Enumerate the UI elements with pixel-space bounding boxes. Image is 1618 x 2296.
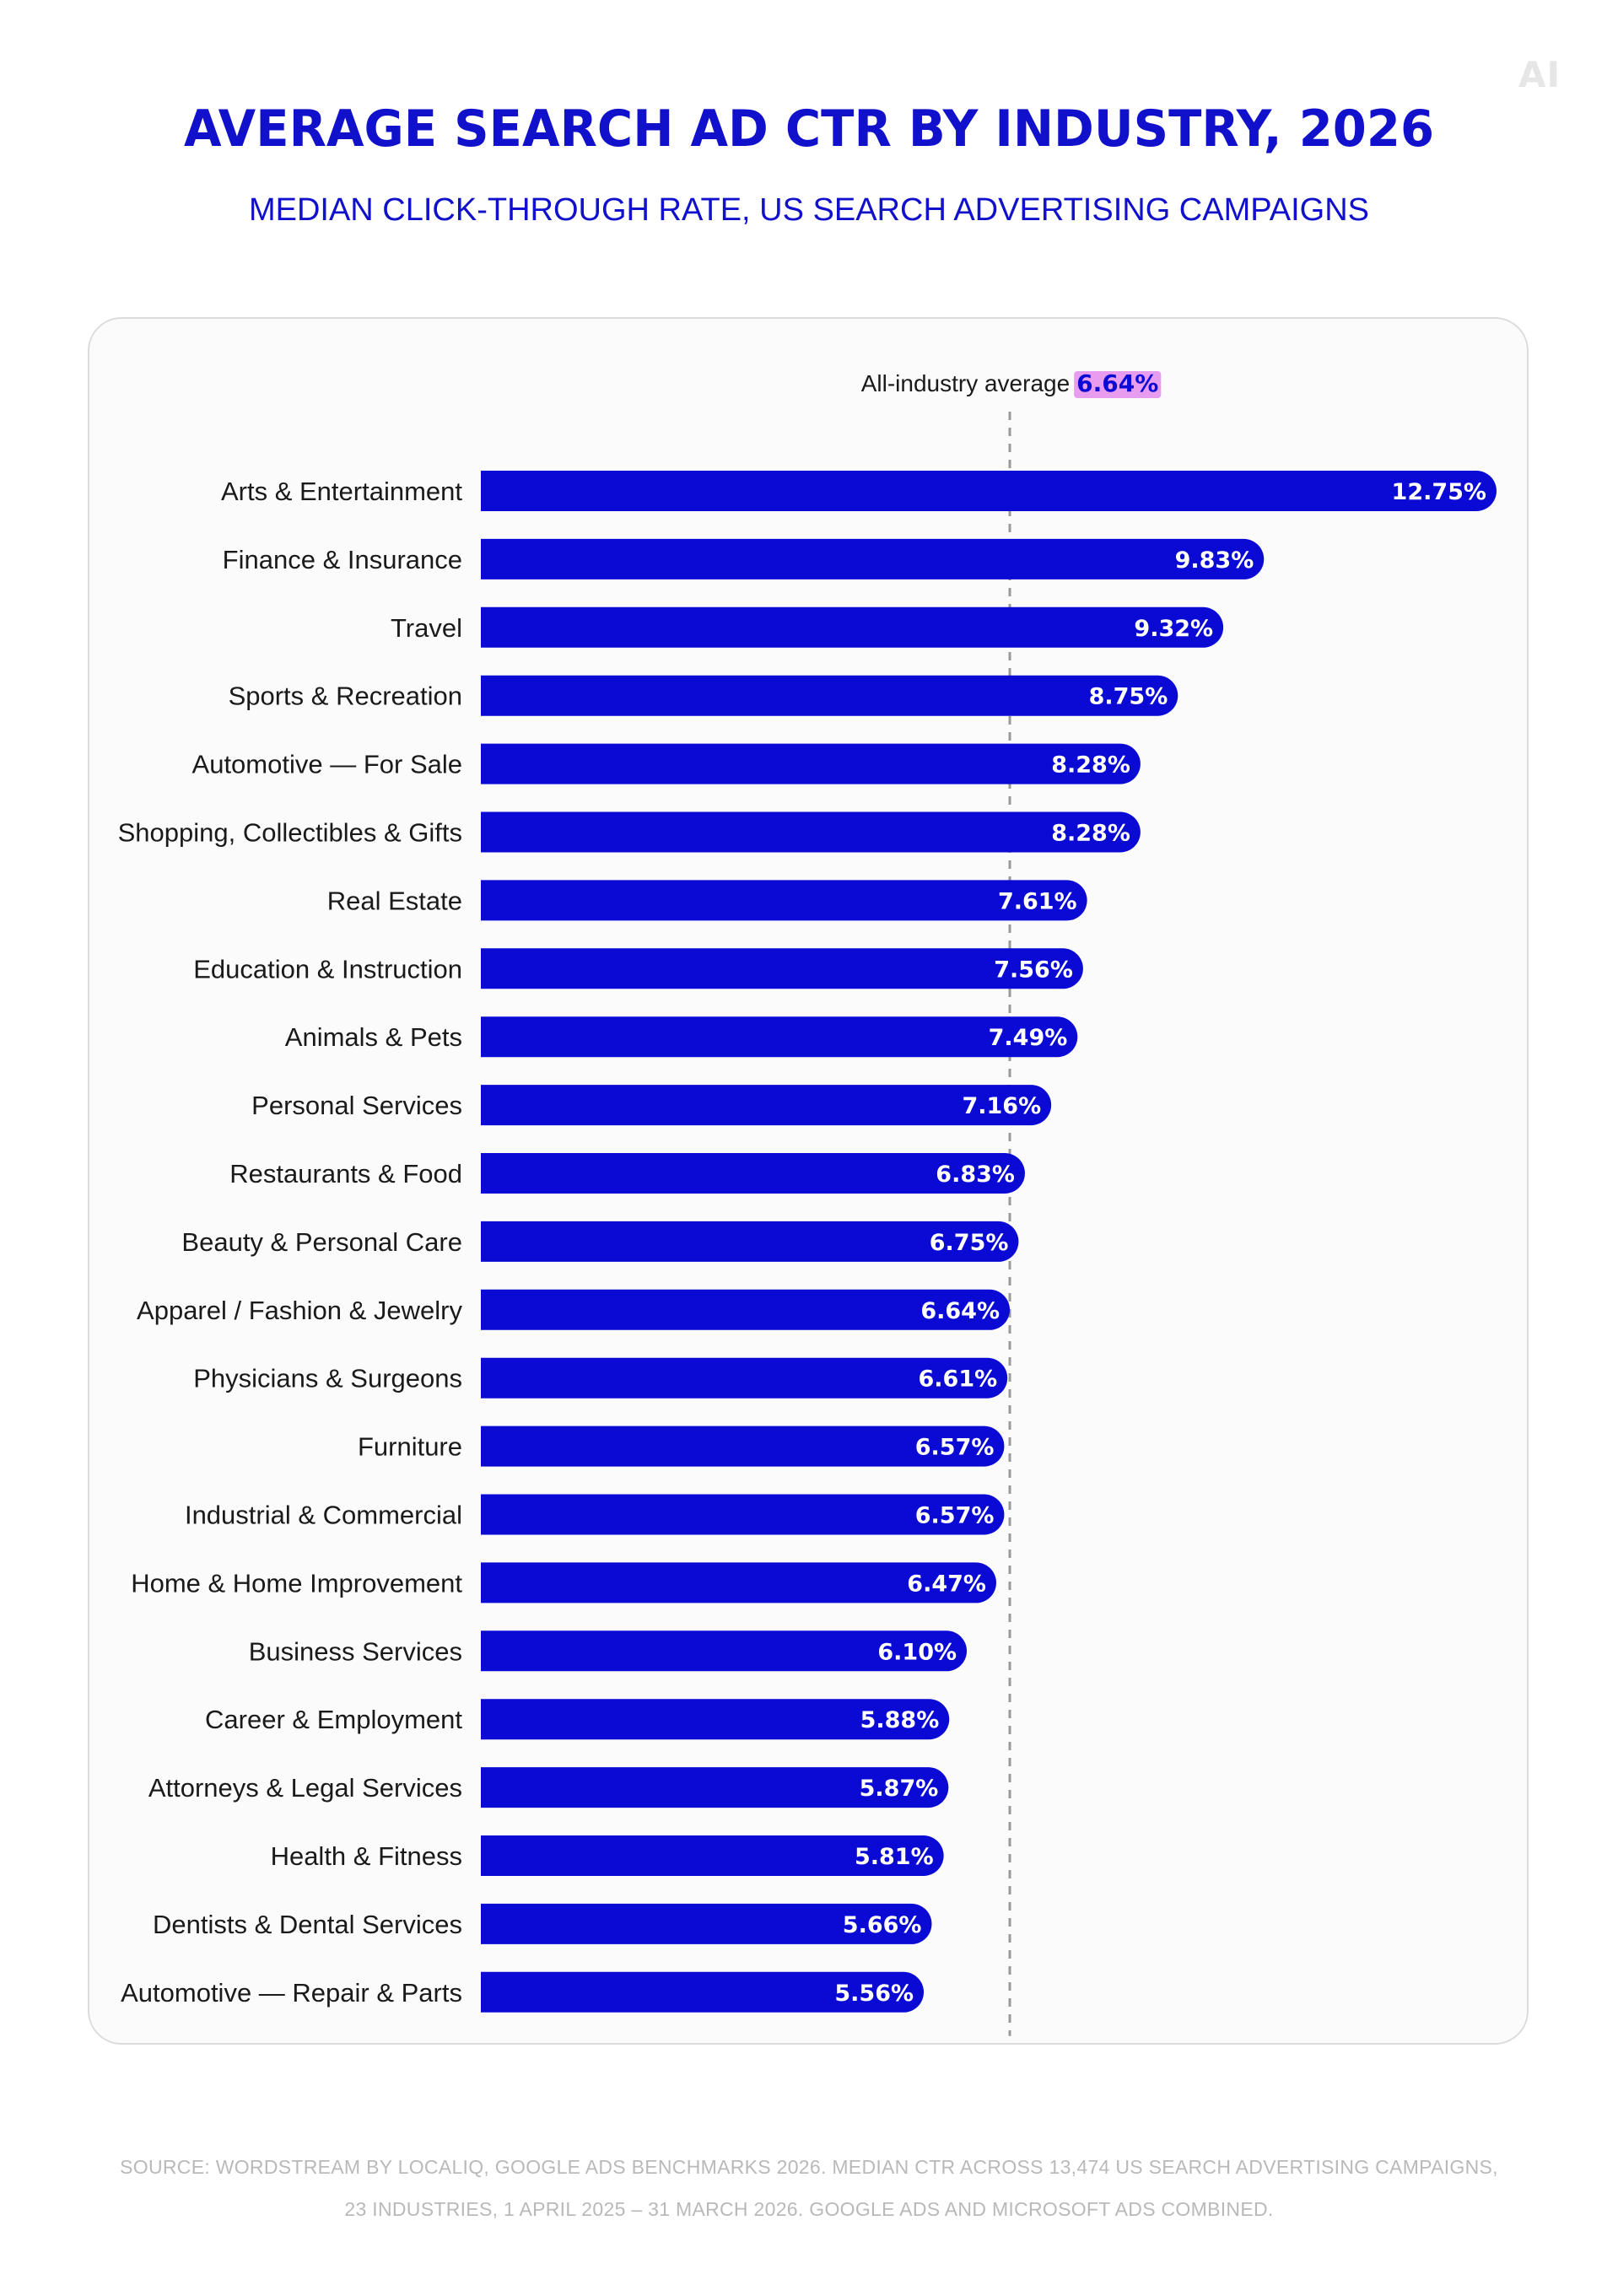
value-label: 5.66% (843, 1912, 922, 1938)
bar (481, 811, 1141, 853)
bar (481, 1562, 996, 1603)
bar (481, 1699, 950, 1740)
bar (481, 1016, 1078, 1058)
category-label: Industrial & Commercial (185, 1501, 462, 1530)
chart-subtitle: MEDIAN CLICK-THROUGH RATE, US SEARCH ADV… (248, 192, 1370, 228)
value-labels-group: 12.75% 9.83% 9.32% 8.75% 8.28% 8.28% 7.61% 7.56… (834, 479, 1486, 2007)
value-label: 9.83% (1175, 547, 1254, 574)
bar (481, 1357, 1008, 1399)
bar (481, 743, 1141, 784)
value-label: 8.75% (1089, 684, 1168, 710)
category-label: Animals & Pets (285, 1022, 462, 1052)
bar (481, 1085, 1052, 1126)
category-label: Restaurants & Food (229, 1159, 462, 1188)
value-label: 5.81% (855, 1844, 934, 1870)
value-label: 6.64% (920, 1298, 1000, 1324)
value-label: 6.75% (930, 1230, 1009, 1256)
bar (481, 471, 1497, 511)
value-label: 5.87% (860, 1776, 939, 1802)
value-label: 7.56% (994, 957, 1073, 983)
value-label: 6.61% (919, 1366, 998, 1393)
value-label: 7.16% (962, 1093, 1041, 1119)
value-label: 12.75% (1392, 479, 1486, 505)
category-label: Shopping, Collectibles & Gifts (118, 818, 462, 848)
category-label: Furniture (358, 1432, 462, 1462)
reference-line-group: All-industry average 6.64% (861, 369, 1162, 2036)
average-value-highlight (1074, 371, 1162, 398)
bar (481, 1494, 1005, 1535)
category-label: Attorneys & Legal Services (148, 1773, 462, 1803)
value-label: 8.28% (1051, 752, 1130, 779)
category-label: Education & Instruction (193, 954, 462, 984)
brand-logo: AI (1518, 54, 1561, 95)
category-label: Home & Home Improvement (131, 1568, 462, 1598)
category-label: Career & Employment (205, 1705, 462, 1734)
category-label: Business Services (249, 1636, 462, 1666)
average-reference-label: All-industry average (861, 370, 1070, 396)
category-labels-group: Arts & Entertainment Finance & Insurance T… (118, 477, 463, 2008)
category-label: Travel (391, 613, 462, 643)
bar (481, 948, 1083, 989)
category-label: Beauty & Personal Care (181, 1227, 462, 1257)
bar (481, 880, 1087, 921)
value-label: 7.49% (989, 1025, 1068, 1051)
bars-group (481, 471, 1497, 2013)
category-label: Finance & Insurance (223, 545, 462, 574)
category-label: Sports & Recreation (229, 682, 462, 711)
category-label: Personal Services (251, 1091, 462, 1120)
bar (481, 1426, 1005, 1467)
value-label: 9.32% (1134, 616, 1213, 642)
bar (481, 1903, 932, 1944)
value-label: 6.57% (915, 1435, 995, 1461)
value-label: 5.56% (834, 1981, 914, 2007)
bar (481, 1630, 968, 1672)
category-label: Dentists & Dental Services (153, 1910, 462, 1939)
average-reference-value: 6.64% (1076, 369, 1158, 397)
category-label: Real Estate (327, 886, 462, 915)
bar (481, 1221, 1019, 1262)
bar-chart: All-industry average 6.64% Arts & Enterta… (118, 369, 1497, 2036)
value-label: 8.28% (1051, 821, 1130, 847)
chart-title: AVERAGE SEARCH AD CTR BY INDUSTRY, 2026 (183, 100, 1435, 159)
bar (481, 538, 1265, 579)
value-label: 6.10% (877, 1639, 957, 1665)
bar (481, 675, 1178, 716)
bar (481, 1835, 944, 1876)
value-label: 6.47% (907, 1571, 986, 1597)
chart-card (88, 317, 1529, 2045)
value-label: 6.57% (915, 1503, 995, 1529)
category-label: Automotive — For Sale (192, 750, 462, 779)
value-label: 6.83% (936, 1161, 1015, 1188)
source-footnote-line-2: 23 INDUSTRIES, 1 APRIL 2025 – 31 MARCH 2… (344, 2198, 1274, 2220)
category-label: Arts & Entertainment (221, 477, 462, 506)
bar (481, 1971, 925, 2013)
source-footnote-line-1: SOURCE: WORDSTREAM BY LOCALIQ, GOOGLE AD… (120, 2156, 1498, 2178)
category-label: Apparel / Fashion & Jewelry (137, 1296, 462, 1325)
bar (481, 606, 1224, 648)
value-label: 5.88% (860, 1707, 940, 1733)
category-label: Health & Fitness (271, 1841, 462, 1871)
category-label: Automotive — Repair & Parts (121, 1978, 462, 2008)
category-label: Physicians & Surgeons (193, 1364, 462, 1393)
value-label: 7.61% (998, 888, 1077, 914)
bar (481, 1767, 949, 1808)
bar (481, 1153, 1025, 1194)
bar (481, 1289, 1011, 1330)
